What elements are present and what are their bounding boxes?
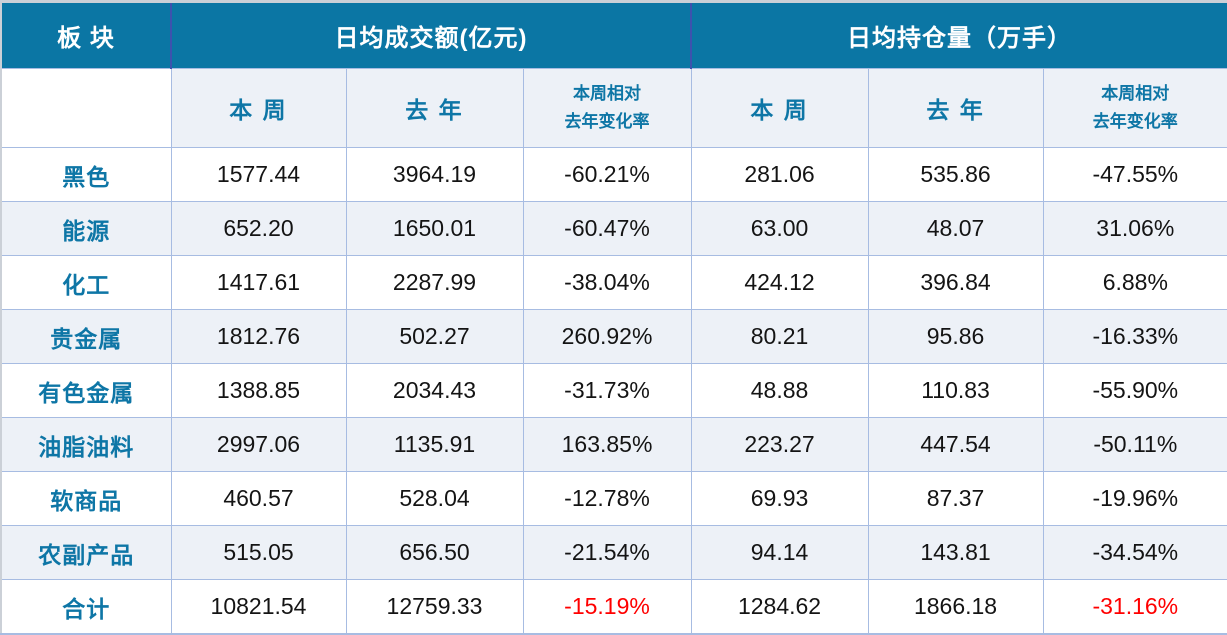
header-oi-last-year: 去 年 (867, 68, 1044, 148)
cell-oi-change: -19.96% (1042, 471, 1227, 526)
header-turnover-change-line1: 本周相对 (573, 83, 642, 103)
cell-turnover-last-year: 2034.43 (345, 363, 524, 418)
cell-oi-change: -47.55% (1042, 147, 1227, 202)
cell-sector: 农副产品 (0, 525, 172, 580)
cell-oi-week: 223.27 (690, 417, 869, 472)
cell-turnover-change: 260.92% (522, 309, 692, 364)
table-row-nonferrous-metals: 有色金属 1388.85 2034.43 -31.73% 48.88 110.8… (0, 363, 1227, 418)
cell-sector: 油脂油料 (0, 417, 172, 472)
cell-sector: 化工 (0, 255, 172, 310)
header-oi-week: 本 周 (690, 68, 869, 148)
table-row-black: 黑色 1577.44 3964.19 -60.21% 281.06 535.86… (0, 147, 1227, 202)
cell-oi-change: -16.33% (1042, 309, 1227, 364)
cell-oi-week: 80.21 (690, 309, 869, 364)
cell-oi-change: -31.16% (1042, 579, 1227, 635)
cell-turnover-change: 163.85% (522, 417, 692, 472)
cell-oi-last-year: 48.07 (867, 201, 1044, 256)
header-oi-change-line1: 本周相对 (1101, 83, 1170, 103)
cell-oi-last-year: 110.83 (867, 363, 1044, 418)
cell-turnover-week: 1577.44 (170, 147, 347, 202)
cell-turnover-change: -31.73% (522, 363, 692, 418)
cell-sector: 合计 (0, 579, 172, 635)
cell-turnover-change: -60.47% (522, 201, 692, 256)
cell-oi-week: 48.88 (690, 363, 869, 418)
cell-oi-week: 281.06 (690, 147, 869, 202)
cell-turnover-change: -12.78% (522, 471, 692, 526)
group-header-row: 板 块 日均成交额(亿元) 日均持仓量（万手） (0, 1, 1227, 69)
cell-turnover-week: 652.20 (170, 201, 347, 256)
cell-oi-change: 6.88% (1042, 255, 1227, 310)
cell-turnover-week: 1417.61 (170, 255, 347, 310)
table-row-energy: 能源 652.20 1650.01 -60.47% 63.00 48.07 31… (0, 201, 1227, 256)
header-group-open-interest: 日均持仓量（万手） (690, 1, 1227, 69)
cell-oi-last-year: 143.81 (867, 525, 1044, 580)
cell-sector: 有色金属 (0, 363, 172, 418)
header-turnover-last-year: 去 年 (345, 68, 524, 148)
header-corner-empty (0, 68, 172, 148)
cell-turnover-last-year: 2287.99 (345, 255, 524, 310)
cell-turnover-week: 2997.06 (170, 417, 347, 472)
cell-turnover-last-year: 1135.91 (345, 417, 524, 472)
cell-turnover-last-year: 528.04 (345, 471, 524, 526)
header-oi-change-line2: 去年变化率 (1092, 112, 1178, 131)
cell-oi-change: 31.06% (1042, 201, 1227, 256)
cell-turnover-last-year: 656.50 (345, 525, 524, 580)
table-row-agricultural-products: 农副产品 515.05 656.50 -21.54% 94.14 143.81 … (0, 525, 1227, 580)
cell-turnover-change: -15.19% (522, 579, 692, 635)
cell-oi-last-year: 87.37 (867, 471, 1044, 526)
cell-sector: 黑色 (0, 147, 172, 202)
header-turnover-change: 本周相对 去年变化率 (522, 68, 692, 148)
cell-turnover-week: 10821.54 (170, 579, 347, 635)
cell-oi-week: 63.00 (690, 201, 869, 256)
cell-turnover-last-year: 1650.01 (345, 201, 524, 256)
table-row-chemical: 化工 1417.61 2287.99 -38.04% 424.12 396.84… (0, 255, 1227, 310)
cell-turnover-last-year: 502.27 (345, 309, 524, 364)
table-row-soft-commodities: 软商品 460.57 528.04 -12.78% 69.93 87.37 -1… (0, 471, 1227, 526)
cell-oi-last-year: 396.84 (867, 255, 1044, 310)
cell-sector: 能源 (0, 201, 172, 256)
cell-oi-week: 69.93 (690, 471, 869, 526)
cell-turnover-week: 515.05 (170, 525, 347, 580)
header-sector: 板 块 (0, 1, 172, 69)
cell-oi-week: 94.14 (690, 525, 869, 580)
table-row-oils-oilseeds: 油脂油料 2997.06 1135.91 163.85% 223.27 447.… (0, 417, 1227, 472)
cell-turnover-week: 460.57 (170, 471, 347, 526)
cell-sector: 软商品 (0, 471, 172, 526)
cell-oi-change: -34.54% (1042, 525, 1227, 580)
cell-turnover-week: 1812.76 (170, 309, 347, 364)
sub-header-row: 本 周 去 年 本周相对 去年变化率 本 周 去 年 本周相对 去年变化率 (0, 68, 1227, 148)
cell-turnover-last-year: 12759.33 (345, 579, 524, 635)
header-group-turnover: 日均成交额(亿元) (170, 1, 693, 69)
cell-turnover-last-year: 3964.19 (345, 147, 524, 202)
cell-oi-last-year: 95.86 (867, 309, 1044, 364)
table-row-total: 合计 10821.54 12759.33 -15.19% 1284.62 186… (0, 579, 1227, 635)
cell-oi-last-year: 535.86 (867, 147, 1044, 202)
cell-oi-last-year: 447.54 (867, 417, 1044, 472)
cell-turnover-change: -60.21% (522, 147, 692, 202)
cell-oi-week: 424.12 (690, 255, 869, 310)
header-turnover-change-line2: 去年变化率 (564, 112, 650, 131)
cell-oi-change: -55.90% (1042, 363, 1227, 418)
cell-oi-last-year: 1866.18 (867, 579, 1044, 635)
cell-turnover-change: -38.04% (522, 255, 692, 310)
cell-sector: 贵金属 (0, 309, 172, 364)
cell-turnover-change: -21.54% (522, 525, 692, 580)
header-oi-change: 本周相对 去年变化率 (1042, 68, 1227, 148)
cell-oi-change: -50.11% (1042, 417, 1227, 472)
table-row-precious-metals: 贵金属 1812.76 502.27 260.92% 80.21 95.86 -… (0, 309, 1227, 364)
cell-turnover-week: 1388.85 (170, 363, 347, 418)
header-turnover-week: 本 周 (170, 68, 347, 148)
cell-oi-week: 1284.62 (690, 579, 869, 635)
